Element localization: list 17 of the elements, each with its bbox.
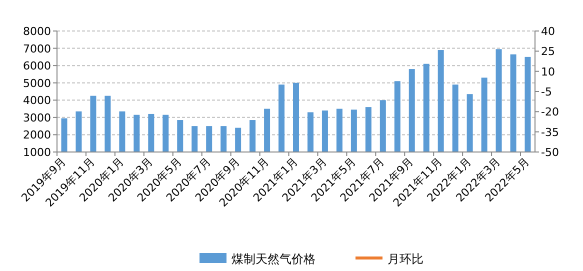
y2-tick-label: -5 xyxy=(541,86,552,98)
y-tick-label: 8000 xyxy=(23,25,51,38)
y2-tick-label: 40 xyxy=(541,25,555,38)
y2-tick-label: 10 xyxy=(541,65,555,78)
y-tick-label: 1000 xyxy=(23,146,51,159)
y2-tick-label: -50 xyxy=(541,146,559,159)
y-tick-label: 7000 xyxy=(23,42,51,56)
y-tick-label: 2000 xyxy=(23,128,51,142)
legend-label: 煤制天然气价格 xyxy=(232,252,316,266)
legend-label: 月环比 xyxy=(388,252,424,266)
y2-tick-label: -35 xyxy=(541,126,559,139)
y2-tick-label: -20 xyxy=(541,106,559,119)
y2-tick-label: 25 xyxy=(541,45,555,58)
y-tick-label: 6000 xyxy=(23,60,51,73)
y-tick-label: 4000 xyxy=(23,94,51,108)
y-tick-label: 5000 xyxy=(23,76,51,90)
y-tick-label: 3000 xyxy=(23,111,51,124)
